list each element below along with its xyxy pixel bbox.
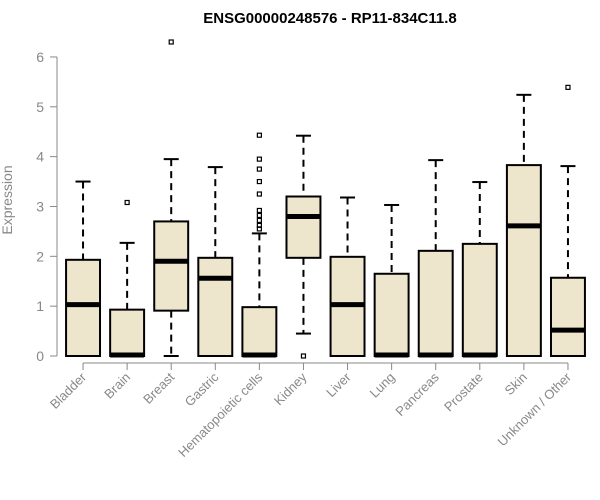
outlier-point bbox=[256, 156, 262, 162]
outlier-point bbox=[256, 132, 262, 138]
box-liver bbox=[329, 196, 366, 358]
y-tick-label: 0 bbox=[36, 348, 44, 364]
x-tick-label: Prostate bbox=[441, 370, 486, 415]
x-tick-label: Gastric bbox=[182, 369, 222, 409]
outlier-point bbox=[256, 191, 262, 197]
box-unknown-other bbox=[549, 84, 586, 357]
y-tick-label: 5 bbox=[36, 99, 44, 115]
x-tick-label: Liver bbox=[323, 369, 354, 400]
box-skin bbox=[505, 93, 542, 357]
chart-title: ENSG00000248576 - RP11-834C11.8 bbox=[203, 10, 457, 27]
box-body bbox=[461, 242, 498, 358]
y-tick-label: 2 bbox=[36, 248, 44, 264]
outlier-point bbox=[256, 217, 262, 224]
x-tick-label: Breast bbox=[140, 369, 177, 406]
y-tick-label: 6 bbox=[36, 49, 44, 65]
box-body bbox=[505, 164, 542, 357]
outlier-point bbox=[256, 178, 262, 185]
box-body bbox=[109, 308, 146, 357]
x-tick-label: Kidney bbox=[271, 369, 310, 408]
box-breast bbox=[153, 39, 190, 357]
y-tick-label: 1 bbox=[36, 298, 44, 314]
x-tick-label: Pancreas bbox=[392, 369, 442, 419]
box-brain bbox=[109, 199, 146, 358]
outlier-point bbox=[565, 84, 571, 90]
y-tick-label: 4 bbox=[36, 149, 44, 165]
box-hematopoietic-cells bbox=[241, 132, 278, 358]
outlier-point bbox=[256, 222, 262, 229]
box-body bbox=[285, 195, 322, 259]
box-body bbox=[373, 272, 410, 357]
box-body bbox=[65, 258, 102, 357]
outlier-point bbox=[256, 207, 262, 214]
outlier-point bbox=[300, 353, 307, 359]
outlier-point bbox=[124, 199, 130, 206]
boxes-group bbox=[65, 39, 586, 359]
x-tick-label: Brain bbox=[101, 370, 133, 402]
outlier-point bbox=[256, 212, 262, 219]
box-kidney bbox=[285, 134, 322, 359]
outlier-point bbox=[256, 166, 262, 172]
box-body bbox=[153, 220, 190, 312]
box-body bbox=[549, 276, 586, 357]
x-tick-label: Skin bbox=[502, 370, 530, 398]
box-prostate bbox=[461, 181, 498, 358]
box-bladder bbox=[65, 180, 102, 357]
outlier-point bbox=[168, 39, 174, 45]
box-gastric bbox=[197, 166, 234, 358]
box-body bbox=[417, 249, 454, 357]
x-tick-label: Hematopoietic cells bbox=[175, 369, 266, 460]
y-tick-label: 3 bbox=[36, 198, 44, 214]
box-pancreas bbox=[417, 159, 454, 358]
box-body bbox=[241, 306, 278, 357]
y-axis: 0 1 2 3 4 5 6 bbox=[36, 49, 58, 364]
x-tick-label: Bladder bbox=[47, 369, 90, 412]
box-body bbox=[197, 256, 234, 358]
y-axis-label: Expression bbox=[0, 165, 15, 234]
box-lung bbox=[373, 203, 410, 358]
x-tick-label: Lung bbox=[367, 370, 398, 401]
